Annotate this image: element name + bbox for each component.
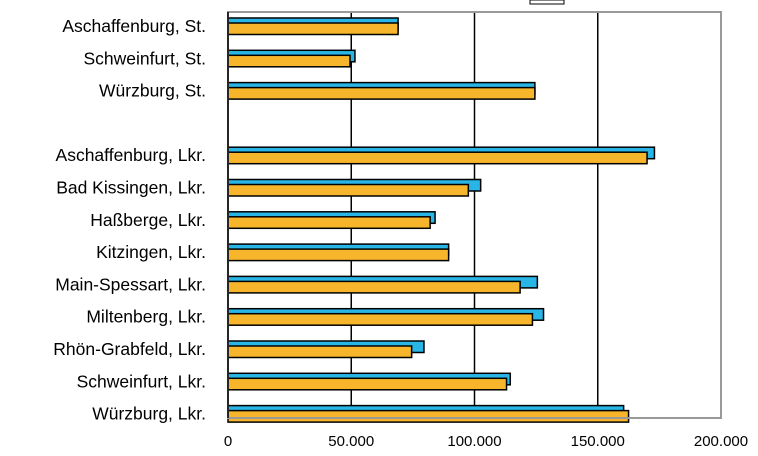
- category-label: Würzburg, St.: [99, 81, 206, 101]
- x-tick-labels: 0 50.000 100.000 150.000 200.000: [224, 433, 748, 450]
- bar-series-2: [227, 86, 536, 100]
- x-tick-label: 150.000: [571, 433, 625, 450]
- category-label: Würzburg, Lkr.: [92, 404, 206, 424]
- category-label: Bad Kissingen, Lkr.: [56, 178, 206, 198]
- bar-series-2: [227, 409, 630, 423]
- category-label: Haßberge, Lkr.: [90, 210, 206, 230]
- category-label: Schweinfurt, St.: [83, 48, 206, 68]
- bar-series-2: [227, 151, 648, 165]
- bars: [227, 17, 656, 423]
- category-label: Aschaffenburg, Lkr.: [56, 145, 206, 165]
- bar-series-2: [227, 345, 413, 359]
- bar-series-2: [227, 377, 508, 391]
- bar-series-2: [227, 280, 521, 294]
- x-tick-label: 50.000: [328, 433, 374, 450]
- category-label: Miltenberg, Lkr.: [86, 307, 206, 327]
- bar-series-2: [227, 54, 351, 68]
- category-label: Schweinfurt, Lkr.: [77, 371, 206, 391]
- legend-swatch: [529, 0, 565, 5]
- category-label: Main-Spessart, Lkr.: [55, 274, 206, 294]
- x-tick-label: 100.000: [447, 433, 501, 450]
- bar-series-2: [227, 248, 450, 262]
- category-label: Aschaffenburg, St.: [62, 16, 206, 36]
- x-tick-label: 0: [224, 433, 232, 450]
- category-label: Rhön-Grabfeld, Lkr.: [53, 339, 206, 359]
- bar-series-2: [227, 216, 431, 230]
- bar-series-2: [227, 312, 534, 326]
- category-labels: Aschaffenburg, St. Schweinfurt, St. Würzbu…: [53, 16, 206, 424]
- bar-series-2: [227, 22, 399, 36]
- bar-series-2: [227, 183, 470, 197]
- x-tick-label: 200.000: [694, 433, 748, 450]
- category-label: Kitzingen, Lkr.: [96, 242, 206, 262]
